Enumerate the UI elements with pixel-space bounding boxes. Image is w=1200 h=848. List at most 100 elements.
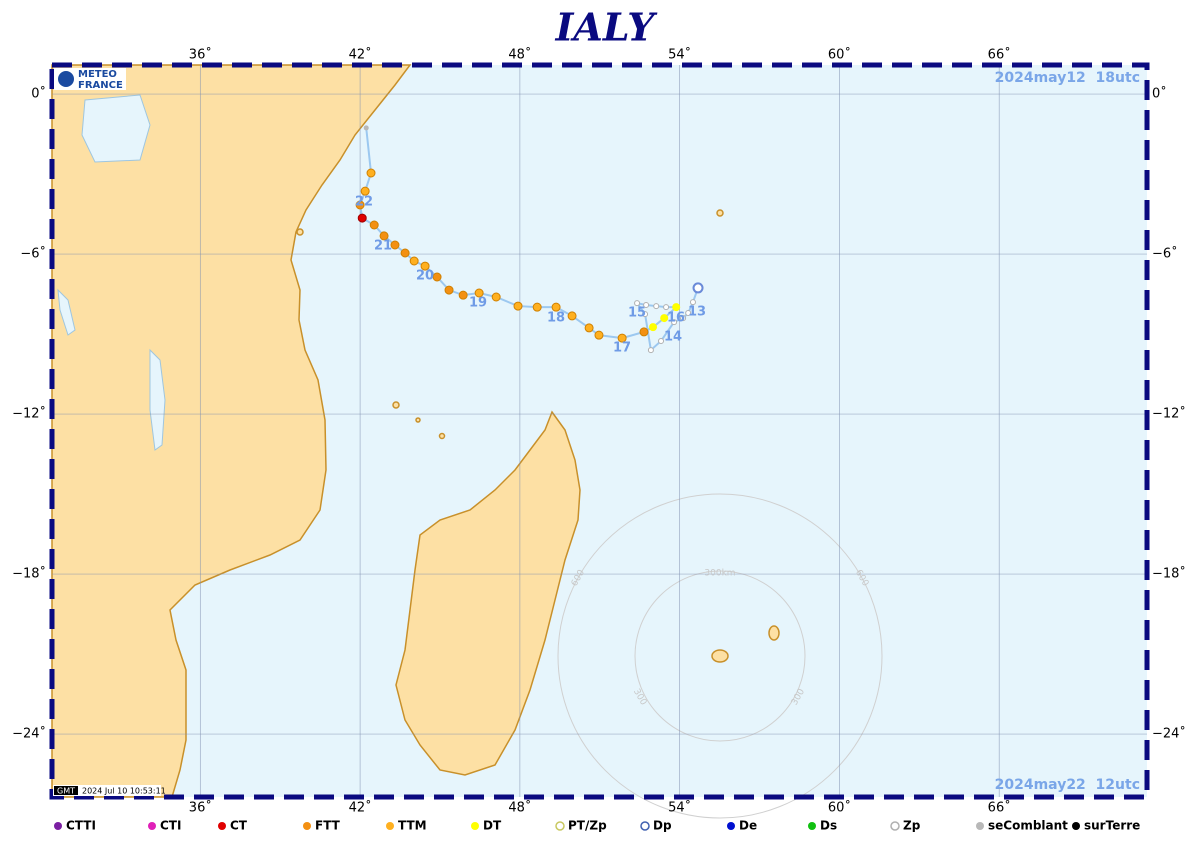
track-point <box>643 302 650 308</box>
lakes <box>57 94 166 451</box>
legend-label: Dp <box>653 819 672 833</box>
range-rings <box>557 493 883 819</box>
ring-300 <box>634 570 806 742</box>
track-point <box>551 302 561 312</box>
logo-line1: METEO <box>78 69 117 80</box>
africa <box>51 64 412 798</box>
x-tick-label: 36˚ <box>189 47 212 63</box>
track-point <box>634 300 641 307</box>
timestamp-zone: GMT <box>57 787 75 796</box>
legend-label: Zp <box>903 819 921 833</box>
track-point <box>379 231 389 241</box>
track-point <box>658 338 665 344</box>
x-tick-label: 48˚ <box>508 800 531 816</box>
track-point <box>360 186 370 196</box>
day-label: 20 <box>416 269 434 284</box>
legend-label: FTT <box>315 819 341 833</box>
track-point <box>680 315 687 322</box>
reunion <box>711 649 729 663</box>
track-point <box>357 213 367 223</box>
island <box>392 401 400 409</box>
legend-label: seComblant <box>988 819 1068 833</box>
track-point <box>567 311 577 321</box>
day-label: 18 <box>547 311 565 326</box>
legend-marker <box>555 821 565 831</box>
track <box>355 125 704 354</box>
x-tick-label: 54˚ <box>668 47 691 63</box>
day-label: 13 <box>688 305 706 320</box>
lake-malawi <box>149 348 166 451</box>
logo-box <box>54 68 126 90</box>
legend-label: PT/Zp <box>568 819 607 833</box>
labels: 36˚ 36˚ 42˚ 42˚ 48˚ 48˚ 54˚ 54˚ 60˚ 60˚ 66˚ 66˚ 0˚ 0˚… <box>12 47 1186 833</box>
end-date: 2024may22 12utc <box>995 777 1140 793</box>
track-point <box>642 311 649 318</box>
legend-label: CT <box>230 819 248 833</box>
track-point <box>663 304 670 311</box>
track-point <box>369 220 379 230</box>
map-frame <box>49 62 1150 800</box>
track-point <box>491 292 501 302</box>
legend-label: Ds <box>820 819 837 833</box>
track-point <box>458 290 468 300</box>
ring-600 <box>557 493 883 819</box>
legend-marker <box>640 821 650 831</box>
track-point <box>363 125 369 131</box>
x-tick-label: 60˚ <box>828 47 851 63</box>
madagascar <box>395 410 581 776</box>
legend-marker <box>303 822 311 830</box>
day-label: 15 <box>628 306 646 321</box>
track-point <box>474 288 484 298</box>
track-point <box>692 282 704 294</box>
legend-marker <box>890 821 900 831</box>
island <box>296 228 304 236</box>
legend-marker <box>976 822 984 830</box>
lake-tanganyika <box>57 288 76 336</box>
island <box>438 432 446 440</box>
track-point <box>685 310 692 316</box>
title: IALY <box>555 5 659 50</box>
y-tick-label: −6˚ <box>20 246 46 262</box>
legend-marker <box>1072 822 1080 830</box>
track-point <box>689 299 696 306</box>
legend-marker <box>218 822 226 830</box>
track-point <box>649 323 658 332</box>
mauritius <box>768 625 780 641</box>
grid <box>52 65 1147 797</box>
legend-marker <box>54 822 62 830</box>
legend-marker <box>148 822 156 830</box>
start-date: 2024may12 18utc <box>995 70 1140 86</box>
land <box>51 64 780 798</box>
logo-line2: FRANCE <box>78 80 123 91</box>
track-point <box>420 261 430 271</box>
island <box>415 417 421 423</box>
y-tick-label: −12˚ <box>1152 406 1186 422</box>
track-point <box>639 327 649 337</box>
timestamp: 2024 Jul 10 10:53:11 <box>82 787 166 796</box>
track-point <box>444 285 454 295</box>
track-point <box>584 323 594 333</box>
y-tick-label: −12˚ <box>12 406 46 422</box>
x-tick-label: 66˚ <box>988 800 1011 816</box>
day-label: 22 <box>355 195 373 210</box>
day-label: 14 <box>664 330 682 345</box>
legend-label: surTerre <box>1084 819 1140 833</box>
track-point <box>660 314 669 323</box>
day-label: 17 <box>613 341 631 356</box>
track-point <box>366 168 376 178</box>
legend-marker <box>727 822 735 830</box>
day-label: 19 <box>469 296 487 311</box>
track-point <box>653 303 660 310</box>
track-point <box>400 248 410 258</box>
y-tick-label: −6˚ <box>1152 246 1178 262</box>
y-tick-label: 0˚ <box>31 86 46 102</box>
y-tick-label: −18˚ <box>12 566 46 582</box>
zone-box <box>54 786 78 795</box>
y-tick-label: −24˚ <box>12 726 46 742</box>
x-tick-label: 36˚ <box>189 800 212 816</box>
x-tick-label: 54˚ <box>668 800 691 816</box>
track-point <box>355 200 365 210</box>
track-point <box>672 303 681 312</box>
legend-marker <box>471 822 479 830</box>
